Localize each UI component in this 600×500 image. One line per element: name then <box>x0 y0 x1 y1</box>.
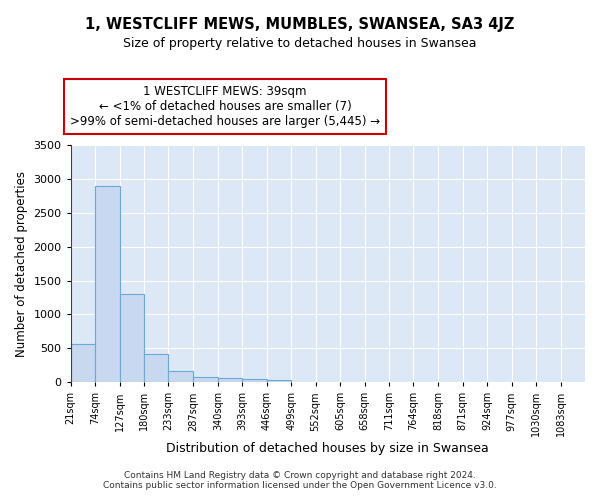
Y-axis label: Number of detached properties: Number of detached properties <box>15 170 28 356</box>
Text: 1 WESTCLIFF MEWS: 39sqm
← <1% of detached houses are smaller (7)
>99% of semi-de: 1 WESTCLIFF MEWS: 39sqm ← <1% of detache… <box>70 86 380 128</box>
Text: Size of property relative to detached houses in Swansea: Size of property relative to detached ho… <box>123 38 477 51</box>
Bar <box>267 380 291 382</box>
Text: 1, WESTCLIFF MEWS, MUMBLES, SWANSEA, SA3 4JZ: 1, WESTCLIFF MEWS, MUMBLES, SWANSEA, SA3… <box>85 18 515 32</box>
Text: Contains HM Land Registry data © Crown copyright and database right 2024.
Contai: Contains HM Land Registry data © Crown c… <box>103 470 497 490</box>
Bar <box>193 376 218 382</box>
Bar <box>169 372 193 382</box>
Bar <box>144 354 169 382</box>
Bar <box>95 186 119 382</box>
Bar <box>242 379 267 382</box>
Bar <box>71 344 95 382</box>
X-axis label: Distribution of detached houses by size in Swansea: Distribution of detached houses by size … <box>166 442 489 455</box>
Bar <box>218 378 242 382</box>
Bar <box>119 294 144 382</box>
